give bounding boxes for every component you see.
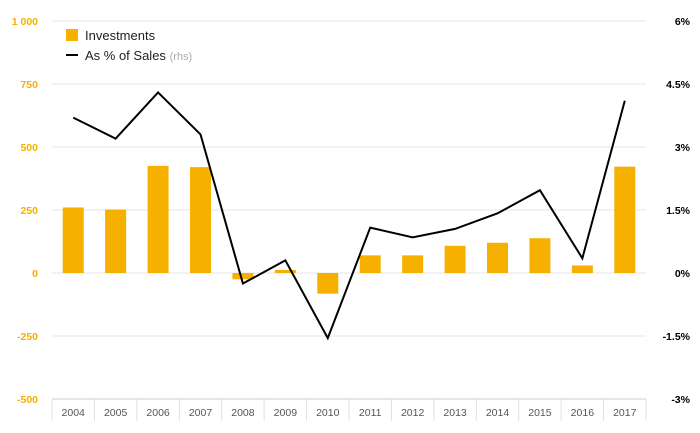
legend-label-as-percent-of-sales: As % of Sales (rhs) [85,48,192,63]
grid-lines [52,20,646,337]
bar-2015 [529,238,551,273]
left-tick-label-0: 0 [32,268,38,280]
legend-label-investments: Investments [85,28,156,43]
x-tick-label-2004: 2004 [62,407,86,419]
legend-swatch-investments [66,29,78,41]
bar-2010 [317,273,339,294]
right-tick-label-6: 6% [675,16,691,28]
legend-item-investments: Investments [66,28,156,43]
bar-2013 [444,245,466,273]
bar-2011 [359,255,381,273]
right-tick-label--3: -3% [671,394,690,406]
x-tick-label-2016: 2016 [571,407,595,419]
left-tick-label-500: 500 [20,142,38,154]
x-tick-label-2013: 2013 [443,407,467,419]
x-tick-label-2009: 2009 [274,407,298,419]
legend-label-as-percent-of-sales-name: As % of Sales [85,48,166,63]
left-axis: -500 -250 0 250 500 750 1 000 [12,16,38,406]
bar-2014 [487,242,508,273]
right-tick-label--1.5: -1.5% [663,331,691,343]
left-tick-label-1000: 1 000 [12,16,38,28]
bar-2016 [571,265,593,273]
bar-2017 [614,166,636,273]
x-tick-label-2017: 2017 [613,407,637,419]
line-series-as-percent-of-sales [72,90,626,341]
left-tick-label-750: 750 [20,79,38,91]
right-axis: -3% -1.5% 0% 1.5% 3% 4.5% 6% [663,16,691,406]
line-path [72,90,626,341]
bar-series-investments [62,165,636,294]
x-tick-label-2006: 2006 [146,407,170,419]
left-tick-label-250: 250 [20,205,38,217]
x-tick-label-2005: 2005 [104,407,128,419]
bar-2006 [147,165,169,273]
x-tick-label-2014: 2014 [486,407,510,419]
right-tick-label-3: 3% [675,142,691,154]
right-tick-label-4.5: 4.5% [666,79,691,91]
right-tick-label-0: 0% [675,268,691,280]
x-tick-label-2010: 2010 [316,407,340,419]
x-axis: 2004 2005 2006 2007 2008 2009 2010 2011 2012 2013… [51,398,647,421]
bar-2009 [274,269,296,273]
legend: Investments As % of Sales (rhs) [66,28,192,63]
bar-2004 [62,207,84,273]
bar-2012 [402,255,424,273]
x-tick-label-2011: 2011 [359,407,382,419]
bar-2008 [232,273,254,280]
left-tick-label--250: -250 [17,331,38,343]
left-tick-label--500: -500 [17,394,38,406]
bar-2005 [105,209,127,273]
right-tick-label-1.5: 1.5% [666,205,691,217]
x-tick-label-2008: 2008 [231,407,255,419]
x-tick-label-2012: 2012 [401,407,425,419]
legend-item-as-percent-of-sales: As % of Sales (rhs) [66,48,192,63]
bar-2007 [190,167,211,273]
legend-label-rhs: (rhs) [170,51,193,63]
x-tick-label-2015: 2015 [528,407,552,419]
x-tick-label-2007: 2007 [189,407,213,419]
